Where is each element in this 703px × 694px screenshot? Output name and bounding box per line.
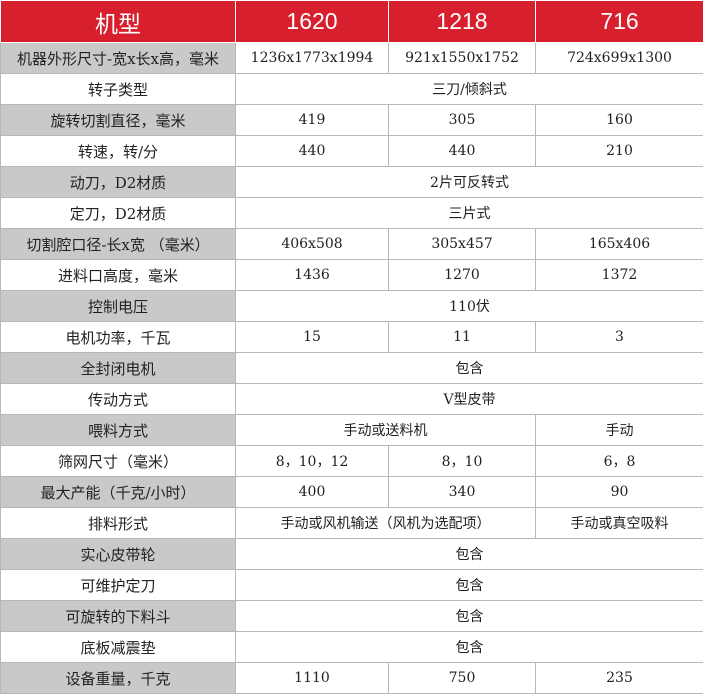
row-value: 305	[389, 105, 536, 136]
row-label: 最大产能（千克/小时）	[1, 477, 236, 508]
header-model: 1218	[389, 1, 536, 43]
row-value: 3	[536, 322, 703, 353]
row-value: 440	[236, 136, 389, 167]
row-label: 筛网尺寸（毫米）	[1, 446, 236, 477]
spec-row: 转子类型三刀/倾斜式	[1, 74, 703, 105]
row-value: 921x1550x1752	[389, 43, 536, 74]
row-label: 进料口高度，毫米	[1, 260, 236, 291]
row-label: 电机功率，千瓦	[1, 322, 236, 353]
row-value: 手动或真空吸料	[536, 508, 703, 539]
row-value: 406x508	[236, 229, 389, 260]
row-value: 手动	[536, 415, 703, 446]
row-value: 400	[236, 477, 389, 508]
row-value: 包含	[236, 353, 703, 384]
row-value: 6，8	[536, 446, 703, 477]
spec-row: 排料形式手动或风机输送（风机为选配项）手动或真空吸料	[1, 508, 703, 539]
row-label: 排料形式	[1, 508, 236, 539]
row-value: 1236x1773x1994	[236, 43, 389, 74]
spec-row: 底板减震垫包含	[1, 632, 703, 663]
row-label: 机器外形尺寸-宽x长x高，毫米	[1, 43, 236, 74]
row-label: 底板减震垫	[1, 632, 236, 663]
row-value: 419	[236, 105, 389, 136]
row-value: 1372	[536, 260, 703, 291]
row-value: 三刀/倾斜式	[236, 74, 703, 105]
row-label: 设备重量，千克	[1, 663, 236, 694]
spec-row: 可旋转的下料斗包含	[1, 601, 703, 632]
row-label: 实心皮带轮	[1, 539, 236, 570]
row-value: 包含	[236, 539, 703, 570]
row-label: 可旋转的下料斗	[1, 601, 236, 632]
spec-row: 喂料方式手动或送料机手动	[1, 415, 703, 446]
row-value: 包含	[236, 570, 703, 601]
spec-row: 全封闭电机包含	[1, 353, 703, 384]
row-value: 210	[536, 136, 703, 167]
row-label: 切割腔口径-长x宽 （毫米）	[1, 229, 236, 260]
row-value: 包含	[236, 632, 703, 663]
row-value: 1110	[236, 663, 389, 694]
spec-row: 可维护定刀包含	[1, 570, 703, 601]
row-value: 11	[389, 322, 536, 353]
row-value: 1436	[236, 260, 389, 291]
row-value: 440	[389, 136, 536, 167]
header-model: 1620	[236, 1, 389, 43]
row-value: 235	[536, 663, 703, 694]
row-label: 定刀，D2材质	[1, 198, 236, 229]
spec-row: 实心皮带轮包含	[1, 539, 703, 570]
row-value: 包含	[236, 601, 703, 632]
header-label: 机型	[1, 1, 236, 43]
row-label: 可维护定刀	[1, 570, 236, 601]
row-label: 全封闭电机	[1, 353, 236, 384]
row-label: 动刀，D2材质	[1, 167, 236, 198]
row-value: 15	[236, 322, 389, 353]
row-value: 三片式	[236, 198, 703, 229]
row-label: 旋转切割直径，毫米	[1, 105, 236, 136]
row-value: V型皮带	[236, 384, 703, 415]
row-value: 90	[536, 477, 703, 508]
row-value: 2片可反转式	[236, 167, 703, 198]
row-label: 转速，转/分	[1, 136, 236, 167]
row-value: 340	[389, 477, 536, 508]
row-label: 转子类型	[1, 74, 236, 105]
row-value: 724x699x1300	[536, 43, 703, 74]
row-label: 喂料方式	[1, 415, 236, 446]
row-value: 165x406	[536, 229, 703, 260]
row-value: 手动或风机输送（风机为选配项）	[236, 508, 536, 539]
row-value: 750	[389, 663, 536, 694]
row-value: 1270	[389, 260, 536, 291]
row-label: 传动方式	[1, 384, 236, 415]
row-value: 手动或送料机	[236, 415, 536, 446]
row-value: 110伏	[236, 291, 703, 322]
row-value: 160	[536, 105, 703, 136]
row-value: 8，10	[389, 446, 536, 477]
row-value: 305x457	[389, 229, 536, 260]
row-value: 8，10，12	[236, 446, 389, 477]
row-label: 控制电压	[1, 291, 236, 322]
header-model: 716	[536, 1, 703, 43]
spec-row: 定刀，D2材质三片式	[1, 198, 703, 229]
header-row: 机型 1620 1218 716	[1, 1, 703, 43]
